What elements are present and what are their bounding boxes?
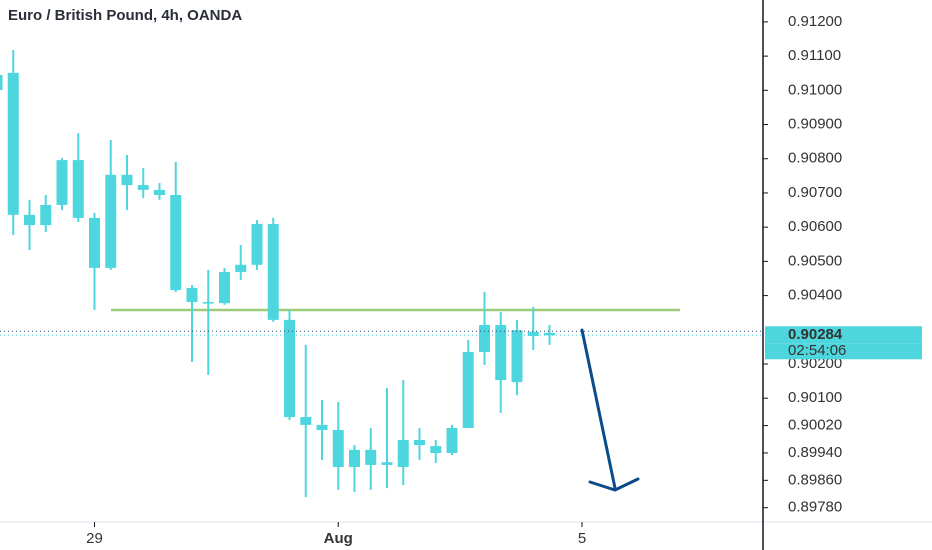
candle-body (235, 264, 247, 272)
candle-body (300, 417, 312, 425)
candle-body (462, 352, 474, 428)
x-tick-label: 29 (86, 530, 103, 547)
candle-body (89, 217, 100, 268)
candle-body (186, 288, 198, 303)
candle-body (121, 174, 133, 186)
candle-body (511, 330, 523, 383)
axis-area: 0.91200 0.91100 0.91000 0.90900 0.90800 0.907… (86, 13, 922, 547)
chart-title: Euro / British Pound, 4h, OANDA (8, 7, 242, 24)
candle-body (202, 302, 214, 304)
x-tick-label: 5 (578, 530, 586, 547)
candle-body (446, 427, 458, 453)
countdown-box (765, 343, 922, 360)
candle-body (332, 430, 344, 467)
candle-body (72, 160, 84, 218)
y-tick-label: 0.91000 (788, 81, 842, 98)
candle-body (154, 189, 165, 195)
candle-body (137, 185, 149, 190)
candle-body (105, 174, 117, 268)
candle-body (430, 446, 442, 453)
y-tick-label: 0.90900 (788, 115, 842, 132)
candle-body (24, 214, 35, 226)
candle-body (495, 325, 507, 381)
y-tick-label: 0.90400 (788, 287, 842, 304)
price-label-box (765, 326, 922, 344)
y-tick-label: 0.90600 (788, 218, 842, 235)
y-tick-label: 0.90500 (788, 252, 842, 269)
candle-body (397, 439, 409, 467)
x-tick-label: Aug (324, 530, 353, 547)
y-tick-label: 0.90020 (788, 417, 842, 434)
candle-body (349, 449, 360, 467)
plot-area (0, 49, 763, 498)
candle-body (365, 449, 377, 465)
candle-body (527, 331, 539, 336)
candle-body (381, 462, 393, 465)
candle-body (170, 195, 182, 291)
candle-body (316, 424, 328, 431)
y-tick-label: 0.89780 (788, 499, 842, 516)
candle-body (267, 224, 279, 320)
y-tick-label: 0.89940 (788, 444, 842, 461)
price-label: 0.90284 (788, 326, 843, 343)
candle-body (284, 319, 295, 418)
candle-body (219, 271, 230, 304)
y-tick-label: 0.89860 (788, 471, 842, 488)
y-tick-label: 0.90800 (788, 150, 842, 167)
candle-body (479, 325, 490, 353)
countdown-label: 02:54:06 (788, 342, 846, 359)
candle-body (414, 439, 425, 446)
y-tick-label: 0.90700 (788, 184, 842, 201)
y-tick-label: 0.90100 (788, 389, 842, 406)
candle-body (40, 204, 52, 226)
candle-body (7, 72, 19, 215)
arrow-annotation (580, 328, 640, 492)
candle-body (544, 332, 555, 336)
candle-body (56, 160, 68, 205)
candle-body (0, 74, 3, 90)
candle-body (251, 224, 263, 265)
y-tick-label: 0.91200 (788, 13, 842, 30)
y-tick-label: 0.91100 (788, 47, 841, 64)
